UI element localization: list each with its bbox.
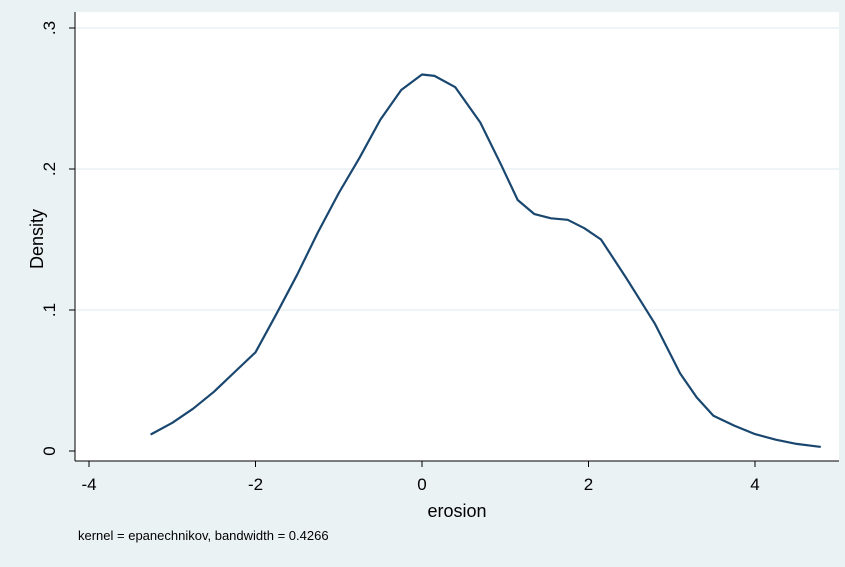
y-tick-label-3: .3 [40,21,59,35]
y-ticks: 0 .1 .2 .3 [40,21,75,456]
y-tick-label-0: 0 [40,446,59,455]
x-tick-label-2: 0 [417,475,426,494]
density-line [150,73,822,448]
grid-lines [75,27,839,311]
x-tick-label-4: 4 [750,475,759,494]
x-tick-label-0: -4 [81,475,96,494]
plot-area [75,12,839,461]
y-axis-title: Density [27,209,47,269]
axes [74,12,839,462]
y-tick-label-1: .1 [40,303,59,317]
x-tick-label-3: 2 [584,475,593,494]
y-tick-label-2: .2 [40,162,59,176]
x-axis-title: erosion [427,501,486,521]
x-tick-label-1: -2 [248,475,263,494]
x-ticks: -4 -2 0 2 4 [81,461,760,494]
kernel-note: kernel = epanechnikov, bandwidth = 0.426… [78,528,329,543]
